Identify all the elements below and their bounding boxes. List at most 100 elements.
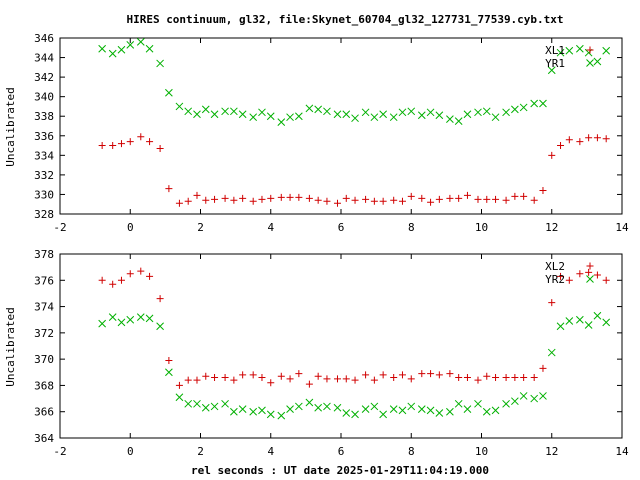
data-point-xl1 — [463, 191, 471, 199]
data-point-xl1 — [548, 151, 556, 159]
data-point-yr2 — [565, 317, 574, 325]
data-point-yr2 — [426, 406, 435, 415]
data-point-xl1 — [295, 193, 303, 201]
x-tick-label: 0 — [127, 445, 134, 458]
x-tick-label: -2 — [53, 445, 66, 458]
data-point-xl2 — [548, 299, 556, 307]
x-tick-label: 14 — [615, 445, 629, 458]
data-point-xl2 — [576, 270, 584, 278]
data-point-yr1 — [323, 107, 331, 116]
data-point-xl1 — [390, 196, 398, 204]
data-point-yr2 — [201, 403, 210, 412]
data-point-yr2 — [175, 393, 184, 402]
data-point-xl2 — [492, 374, 500, 382]
data-point-yr1 — [258, 108, 266, 117]
top-y-axis-label: Uncalibrated — [4, 87, 17, 166]
data-point-xl2 — [267, 379, 275, 387]
data-point-xl2 — [418, 370, 426, 378]
data-point-xl2 — [98, 276, 106, 284]
data-point-yr2 — [249, 407, 258, 416]
y-tick-label: 368 — [34, 379, 54, 392]
data-point-yr1 — [126, 40, 135, 49]
data-point-yr1 — [398, 108, 407, 117]
data-point-xl1 — [211, 195, 219, 203]
data-point-yr2 — [126, 315, 135, 324]
data-point-yr2 — [491, 406, 500, 415]
data-point-yr1 — [98, 44, 107, 53]
data-point-xl1 — [530, 196, 538, 204]
data-point-xl1 — [109, 142, 117, 150]
x-tick-label: 8 — [408, 221, 415, 234]
y-tick-label: 364 — [34, 432, 54, 445]
data-point-xl1 — [418, 194, 426, 202]
data-point-yr1 — [108, 49, 117, 58]
data-point-xl1 — [455, 194, 463, 202]
data-point-xl1 — [314, 196, 322, 204]
data-point-xl1 — [557, 142, 565, 150]
data-point-xl2 — [585, 268, 593, 276]
data-point-yr1 — [417, 111, 426, 120]
data-point-yr2 — [547, 348, 556, 357]
x-tick-label: -2 — [53, 221, 66, 234]
x-tick-label: 2 — [197, 445, 204, 458]
data-point-yr1 — [294, 112, 303, 121]
data-point-yr1 — [266, 112, 275, 121]
data-point-xl2 — [502, 374, 510, 382]
data-point-yr2 — [193, 399, 201, 408]
data-point-xl1 — [277, 193, 285, 201]
data-point-xl1 — [98, 142, 106, 150]
data-point-yr2 — [511, 397, 519, 406]
data-point-xl1 — [511, 192, 519, 200]
y-tick-label: 334 — [34, 149, 54, 162]
data-point-xl1 — [483, 195, 491, 203]
data-point-xl2 — [474, 376, 482, 384]
data-point-yr2 — [575, 315, 584, 324]
data-point-yr2 — [210, 402, 219, 411]
data-point-yr1 — [249, 113, 258, 122]
data-point-xl1 — [221, 194, 229, 202]
data-point-yr2 — [258, 406, 266, 415]
data-point-xl2 — [427, 370, 435, 378]
data-point-yr2 — [379, 410, 388, 419]
data-point-yr2 — [417, 405, 426, 413]
data-point-xl2 — [446, 370, 454, 378]
data-point-xl2 — [156, 295, 164, 303]
data-point-yr1 — [351, 114, 359, 123]
data-point-xl1 — [175, 199, 183, 207]
data-point-xl1 — [520, 192, 528, 200]
data-point-yr2 — [435, 409, 444, 417]
data-point-yr2 — [136, 313, 145, 321]
chart-title: HIRES continuum, gl32, file:Skynet_60704… — [126, 13, 563, 26]
y-tick-label: 328 — [34, 208, 54, 221]
data-point-yr2 — [519, 392, 528, 400]
data-point-xl2 — [463, 374, 471, 382]
data-point-xl1 — [492, 195, 500, 203]
data-point-xl1 — [258, 195, 266, 203]
data-point-yr2 — [117, 318, 126, 327]
data-point-yr1 — [602, 46, 611, 55]
data-point-xl2 — [323, 375, 331, 383]
data-point-yr1 — [463, 110, 472, 119]
y-tick-label: 344 — [34, 52, 54, 65]
data-point-xl2 — [286, 375, 294, 383]
top-panel: -2 0 2 4 6 8 10 12 14 328 330 332 334 336 338 340 342 34… — [4, 32, 629, 234]
data-point-yr1 — [184, 107, 193, 116]
data-point-yr1 — [361, 108, 370, 117]
y-tick-label: 342 — [34, 71, 54, 84]
data-point-yr2 — [556, 322, 565, 331]
data-point-yr2 — [314, 403, 323, 412]
data-point-xl1 — [585, 134, 593, 142]
data-point-yr2 — [474, 399, 482, 408]
data-point-xl2 — [175, 381, 183, 389]
data-point-xl2 — [117, 276, 125, 284]
x-tick-label: 6 — [338, 221, 345, 234]
x-tick-label: 14 — [615, 221, 629, 234]
data-point-yr2 — [108, 313, 117, 321]
data-point-xl1 — [146, 138, 154, 146]
legend-label: YR2 — [545, 273, 565, 286]
data-point-xl2 — [314, 372, 322, 380]
data-point-yr1 — [238, 110, 247, 119]
data-point-yr2 — [482, 407, 491, 416]
data-point-yr1 — [426, 108, 435, 117]
bottom-y-ticks: 364 366 368 370 372 374 376 378 — [34, 248, 622, 445]
